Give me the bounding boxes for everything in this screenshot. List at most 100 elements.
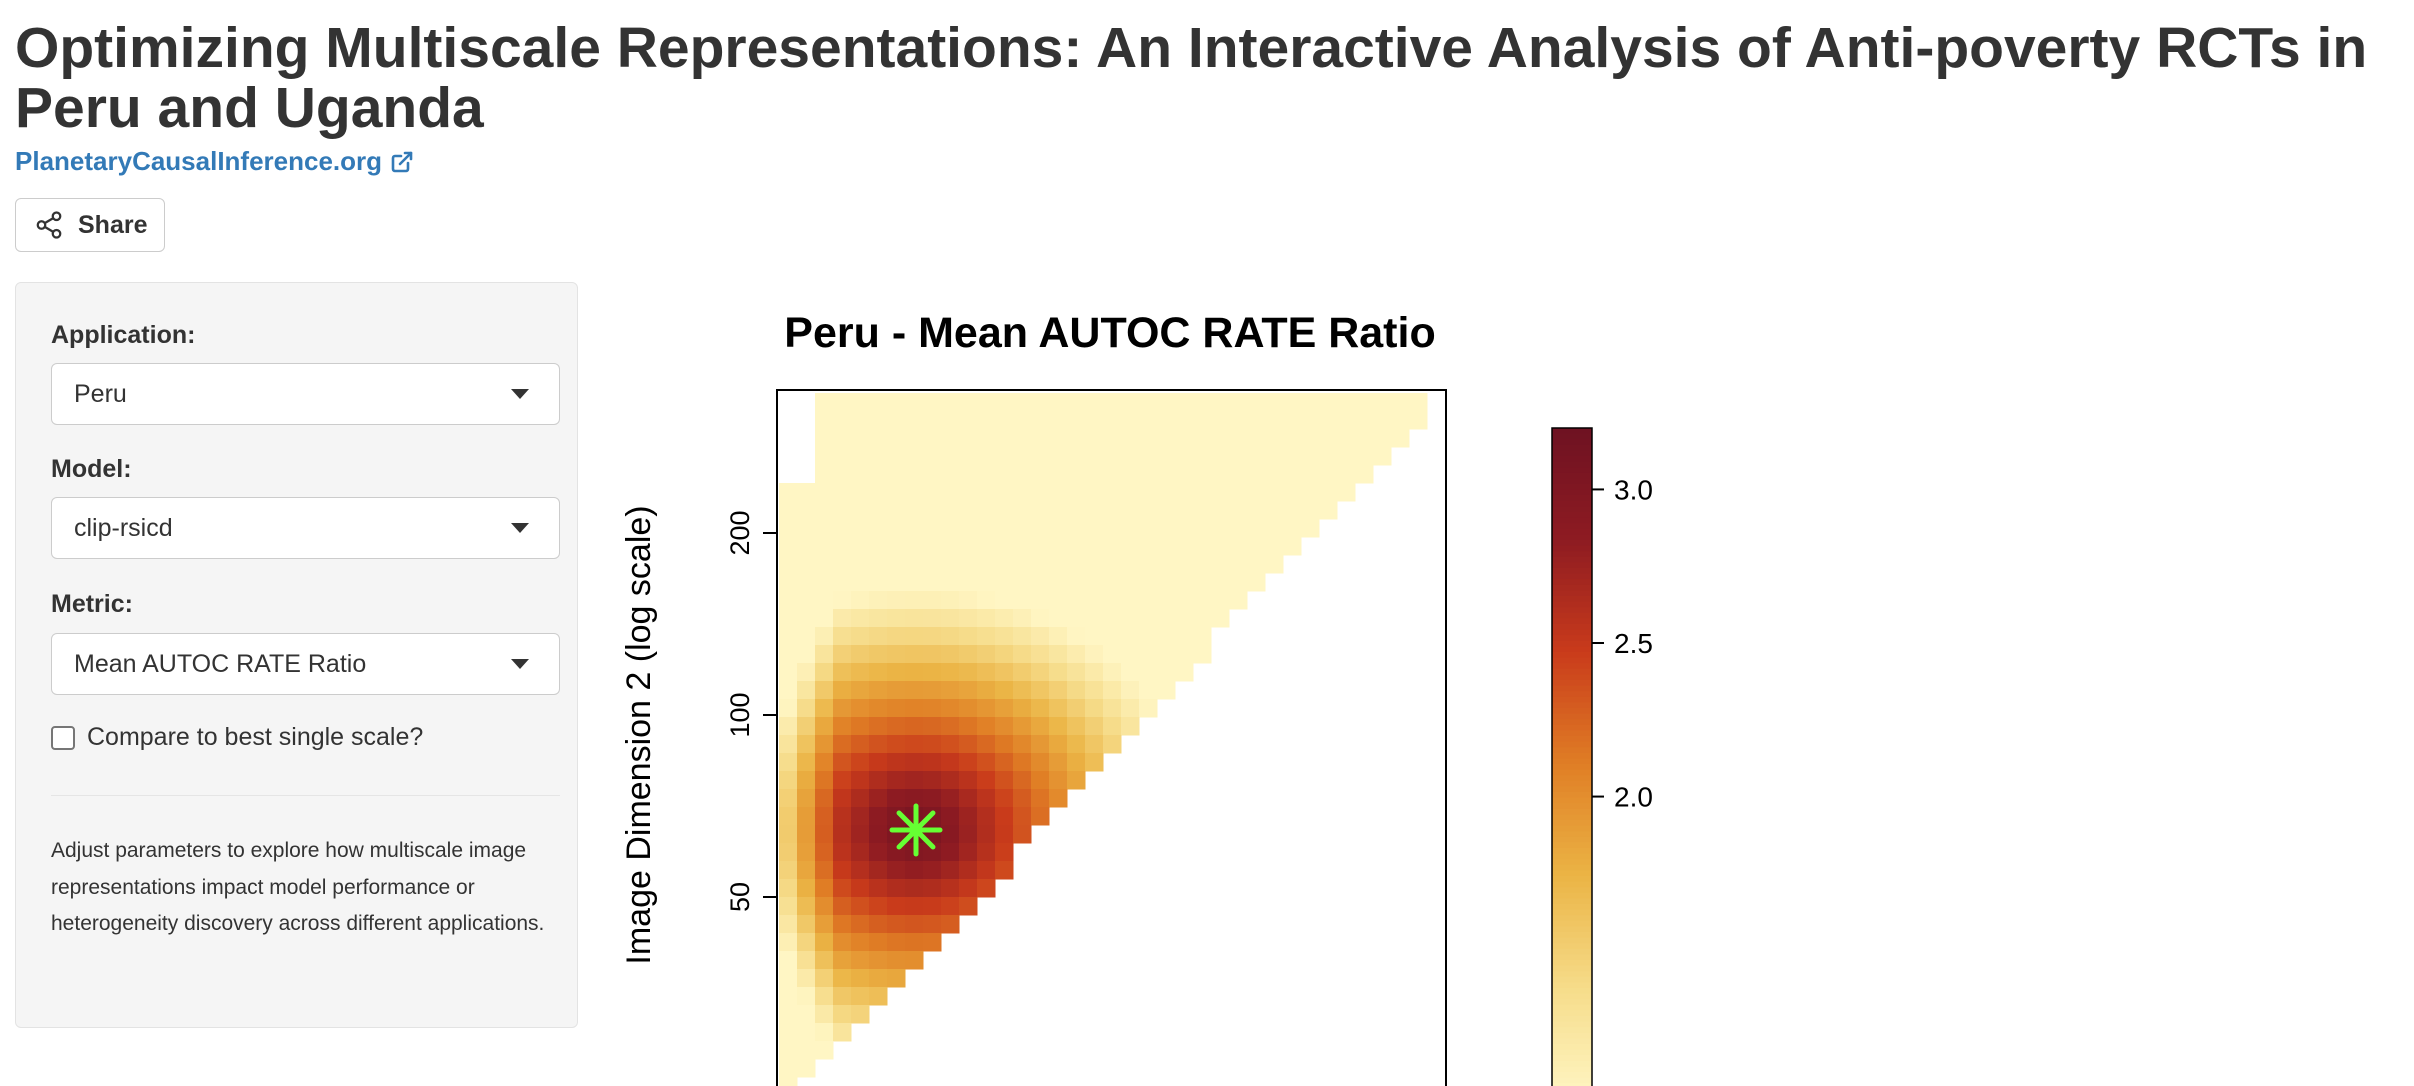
heatmap-cell: [851, 735, 870, 754]
colorbar-segment: [1552, 948, 1592, 955]
heatmap-cell: [887, 645, 906, 664]
heatmap-cell: [797, 573, 816, 592]
heatmap-cell: [1139, 447, 1158, 466]
heatmap-cell: [815, 699, 834, 718]
colorbar-segment: [1552, 881, 1592, 888]
heatmap-cell: [833, 771, 852, 790]
colorbar-segment: [1552, 484, 1592, 491]
heatmap-cell: [1247, 393, 1266, 412]
heatmap-cell: [779, 825, 798, 844]
heatmap-cell: [1229, 447, 1248, 466]
heatmap-cell: [1211, 465, 1230, 484]
heatmap-cell: [797, 735, 816, 754]
colorbar-segment: [1552, 517, 1592, 524]
compare-checkbox-row[interactable]: Compare to best single scale?: [51, 723, 423, 752]
heatmap-cell: [779, 717, 798, 736]
heatmap-cell: [1193, 411, 1212, 430]
heatmap-cell: [887, 501, 906, 520]
heatmap-cell: [995, 555, 1014, 574]
heatmap-cell: [779, 771, 798, 790]
heatmap-cell: [1247, 501, 1266, 520]
share-button[interactable]: Share: [15, 198, 165, 252]
site-link[interactable]: PlanetaryCausalInference.org: [15, 146, 414, 177]
heatmap-cell: [905, 501, 924, 520]
heatmap-cell: [905, 915, 924, 934]
colorbar-segment: [1552, 467, 1592, 474]
colorbar-segment: [1552, 584, 1592, 591]
colorbar-segment: [1552, 719, 1592, 726]
colorbar-segment: [1552, 506, 1592, 513]
heatmap-cell: [1103, 609, 1122, 628]
colorbar-segment: [1552, 573, 1592, 580]
heatmap-cell: [851, 681, 870, 700]
heatmap-cell: [959, 627, 978, 646]
heatmap-cell: [923, 627, 942, 646]
heatmap-cell: [869, 519, 888, 538]
heatmap-cell: [1175, 591, 1194, 610]
heatmap-cell: [995, 429, 1014, 448]
heatmap-cell: [1139, 645, 1158, 664]
heatmap-cell: [1013, 483, 1032, 502]
metric-select[interactable]: Mean AUTOC RATE Ratio: [51, 633, 560, 695]
heatmap-cell: [833, 717, 852, 736]
heatmap-cell: [1193, 465, 1212, 484]
heatmap-cell: [1283, 537, 1302, 556]
heatmap-cell: [1157, 501, 1176, 520]
heatmap-cell: [1031, 591, 1050, 610]
heatmap-cell: [833, 789, 852, 808]
heatmap-cell: [797, 987, 816, 1006]
heatmap-cell: [977, 699, 996, 718]
heatmap-cell: [887, 861, 906, 880]
colorbar-segment: [1552, 836, 1592, 843]
colorbar-segment: [1552, 579, 1592, 586]
application-select[interactable]: Peru: [51, 363, 560, 425]
heatmap-cell: [797, 789, 816, 808]
heatmap-cell: [995, 843, 1014, 862]
heatmap-cell: [959, 753, 978, 772]
share-icon: [36, 211, 62, 239]
heatmap-cell: [941, 573, 960, 592]
heatmap-cell: [959, 879, 978, 898]
colorbar-segment: [1552, 943, 1592, 950]
heatmap-cell: [1301, 411, 1320, 430]
colorbar-segment: [1552, 702, 1592, 709]
heatmap-cell: [1049, 591, 1068, 610]
model-select[interactable]: clip-rsicd: [51, 497, 560, 559]
colorbar-segment: [1552, 775, 1592, 782]
colorbar-segment: [1552, 556, 1592, 563]
colorbar-segment: [1552, 1004, 1592, 1011]
colorbar-segment: [1552, 864, 1592, 871]
heatmap-cell: [1103, 411, 1122, 430]
heatmap-cell: [1049, 465, 1068, 484]
heatmap-cell: [815, 447, 834, 466]
heatmap-cell: [923, 735, 942, 754]
heatmap-cell: [833, 393, 852, 412]
heatmap-cell: [1301, 483, 1320, 502]
heatmap-cell: [923, 447, 942, 466]
model-label: Model:: [51, 455, 132, 483]
heatmap-cell: [959, 393, 978, 412]
heatmap-cell: [779, 1077, 798, 1086]
compare-checkbox[interactable]: [51, 725, 75, 750]
heatmap-cell: [1175, 429, 1194, 448]
heatmap-cell: [1175, 573, 1194, 592]
colorbar-segment: [1552, 657, 1592, 664]
heatmap-cell: [1121, 483, 1140, 502]
heatmap-cell: [923, 663, 942, 682]
heatmap-cell: [1013, 753, 1032, 772]
heatmap-cell: [1319, 447, 1338, 466]
heatmap-cell: [1013, 555, 1032, 574]
heatmap-cell: [869, 915, 888, 934]
heatmap-cell: [851, 771, 870, 790]
heatmap-cell: [941, 501, 960, 520]
heatmap-cell: [1067, 519, 1086, 538]
heatmap-cell: [815, 429, 834, 448]
colorbar-segment: [1552, 618, 1592, 625]
heatmap-cell: [1085, 609, 1104, 628]
heatmap-cell: [887, 411, 906, 430]
heatmap-cell: [905, 771, 924, 790]
heatmap-cell: [1319, 411, 1338, 430]
heatmap-cell: [851, 573, 870, 592]
heatmap-cell: [1157, 537, 1176, 556]
heatmap-cell: [977, 753, 996, 772]
